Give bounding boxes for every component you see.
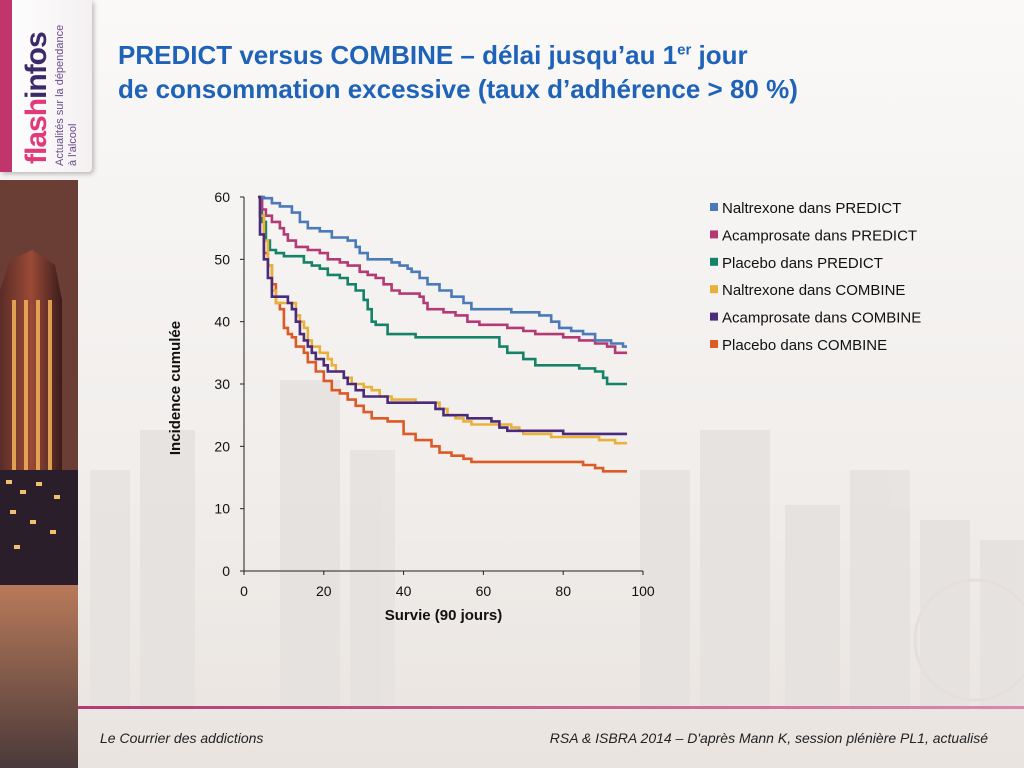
series-line — [258, 195, 627, 473]
y-tick-label: 20 — [214, 438, 230, 454]
legend-swatch — [710, 203, 718, 211]
title-line2: de consommation excessive (taux d’adhére… — [118, 74, 798, 104]
y-tick-label: 50 — [214, 251, 230, 267]
y-tick-label: 0 — [222, 563, 230, 579]
title-line1: PREDICT versus COMBINE – délai jusqu’au … — [118, 40, 678, 70]
x-tick-label: 100 — [631, 583, 655, 599]
x-tick-label: 0 — [240, 583, 248, 599]
legend-swatch — [710, 285, 718, 294]
x-axis-label: Survie (90 jours) — [385, 607, 503, 624]
footer-journal: Le Courrier des addictions — [100, 730, 264, 746]
legend-swatch — [710, 257, 718, 266]
series-line — [258, 195, 627, 436]
y-tick-label: 40 — [214, 314, 230, 330]
y-tick-label: 10 — [214, 501, 230, 517]
title-line1-end: jour — [691, 40, 748, 70]
footer-reference: RSA & ISBRA 2014 – D'après Mann K, sessi… — [549, 730, 988, 746]
x-tick-label: 40 — [396, 583, 412, 599]
x-tick-label: 20 — [316, 583, 332, 599]
x-tick-label: 60 — [476, 583, 492, 599]
series-line — [258, 195, 627, 348]
y-tick-label: 60 — [214, 189, 230, 205]
legend-swatch — [710, 230, 718, 239]
x-tick-label: 80 — [555, 583, 571, 599]
legend-swatch — [710, 340, 718, 348]
logo-accent-bar — [0, 0, 12, 172]
legend-entry: Naltrexone dans PREDICT — [722, 200, 901, 217]
series-line — [258, 195, 627, 386]
legend-entry: Acamprosate dans PREDICT — [722, 227, 917, 244]
legend-entry: Acamprosate dans COMBINE — [722, 310, 921, 327]
series-line — [258, 195, 627, 355]
title-superscript: er — [677, 41, 692, 59]
legend-entry: Placebo dans PREDICT — [722, 255, 883, 272]
logo-tab: flashinfos Actualités sur la dépendance … — [0, 0, 92, 172]
legend-entry: Placebo dans COMBINE — [722, 337, 887, 354]
y-axis-label: Incidence cumulée — [167, 321, 184, 455]
footer-divider — [78, 706, 1024, 709]
legend-swatch — [710, 312, 718, 321]
y-tick-label: 30 — [214, 376, 230, 392]
legend-entry: Naltrexone dans COMBINE — [722, 282, 905, 299]
series-line — [258, 195, 627, 445]
slide-title: PREDICT versus COMBINE – délai jusqu’au … — [118, 38, 998, 106]
